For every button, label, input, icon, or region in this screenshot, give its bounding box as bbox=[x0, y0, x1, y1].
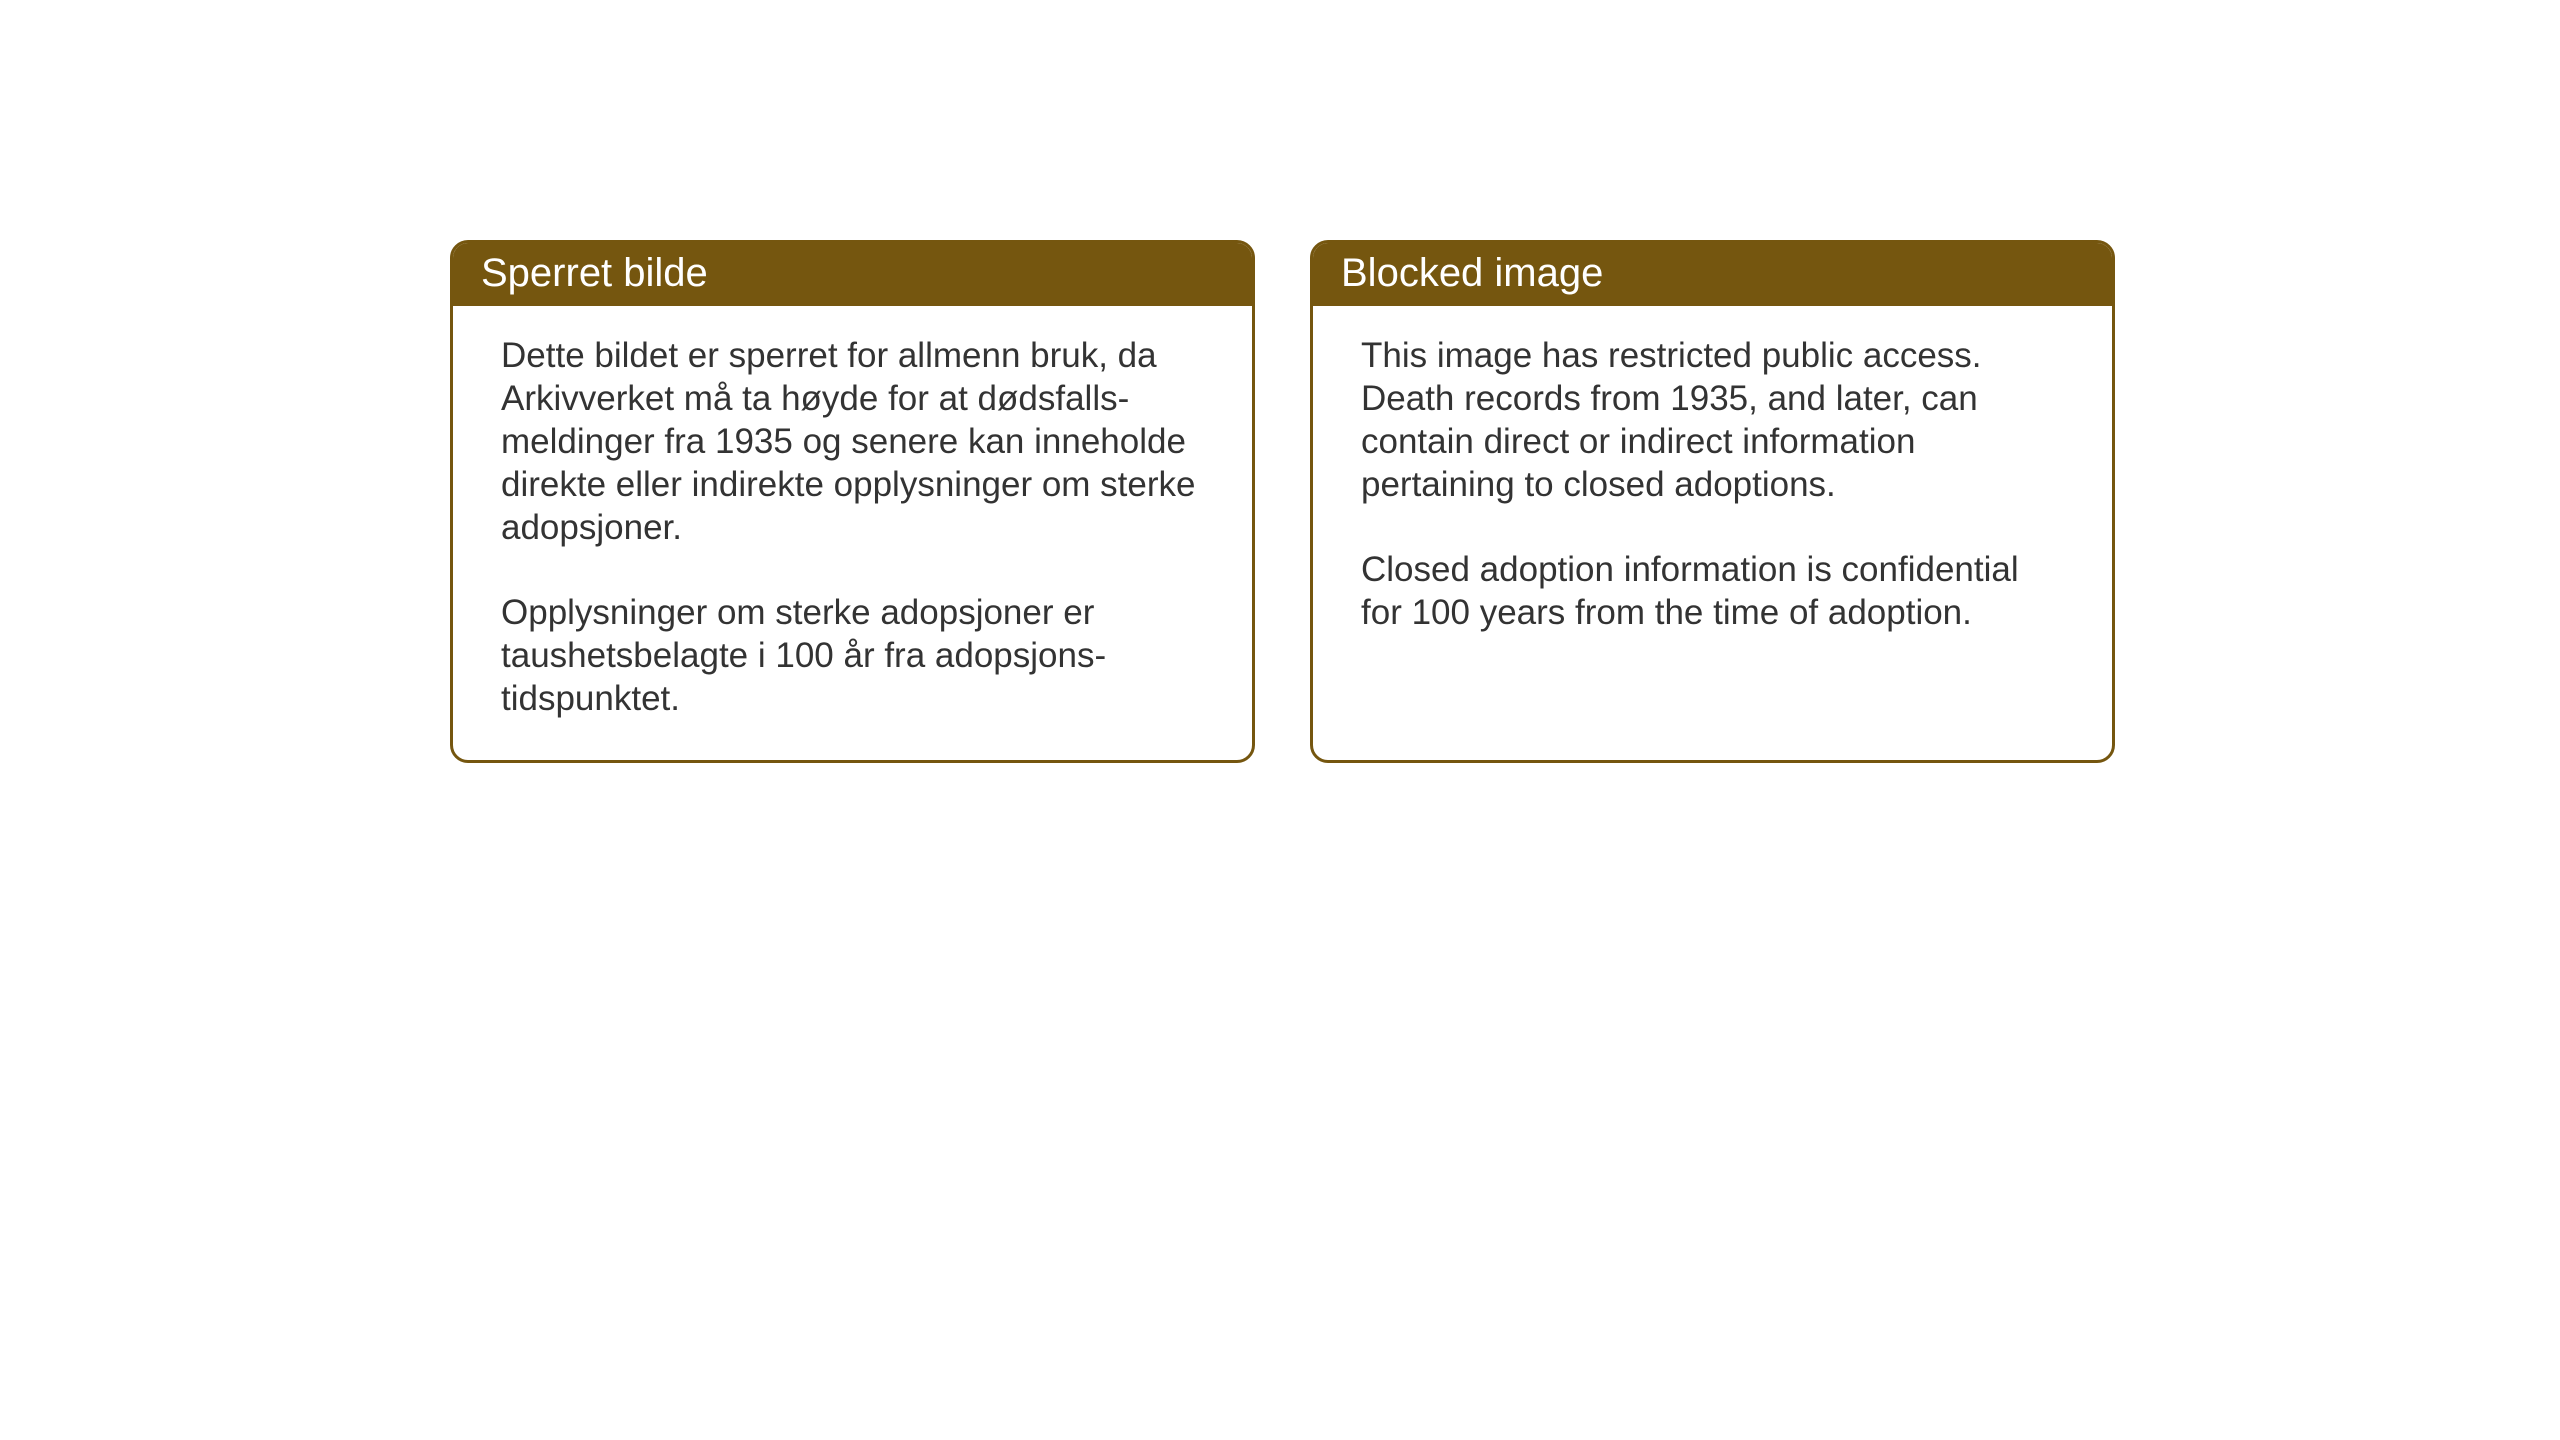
norwegian-card-header: Sperret bilde bbox=[453, 243, 1252, 306]
english-paragraph-2: Closed adoption information is confident… bbox=[1361, 548, 2064, 634]
english-paragraph-1: This image has restricted public access.… bbox=[1361, 334, 2064, 506]
norwegian-card-body: Dette bildet er sperret for allmenn bruk… bbox=[453, 306, 1252, 760]
notice-container: Sperret bilde Dette bildet er sperret fo… bbox=[450, 240, 2115, 763]
english-card-header: Blocked image bbox=[1313, 243, 2112, 306]
norwegian-notice-card: Sperret bilde Dette bildet er sperret fo… bbox=[450, 240, 1255, 763]
norwegian-paragraph-2: Opplysninger om sterke adopsjoner er tau… bbox=[501, 591, 1204, 720]
english-card-title: Blocked image bbox=[1341, 251, 2084, 296]
english-notice-card: Blocked image This image has restricted … bbox=[1310, 240, 2115, 763]
norwegian-card-title: Sperret bilde bbox=[481, 251, 1224, 296]
norwegian-paragraph-1: Dette bildet er sperret for allmenn bruk… bbox=[501, 334, 1204, 549]
english-card-body: This image has restricted public access.… bbox=[1313, 306, 2112, 674]
